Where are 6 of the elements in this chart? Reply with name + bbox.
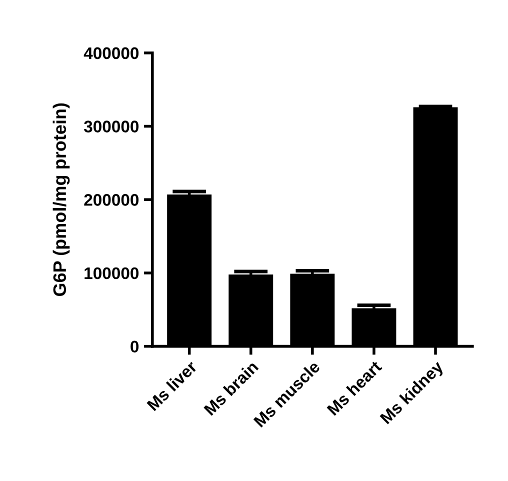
- y-tick-label: 300000: [84, 120, 139, 132]
- y-tick-label: 200000: [84, 194, 139, 206]
- y-tick-label: 400000: [84, 47, 139, 60]
- y-tick-label: 0: [130, 340, 139, 353]
- y-tick-label: 100000: [84, 267, 139, 280]
- y-axis-title: G6P (pmol/mg protein): [52, 103, 70, 296]
